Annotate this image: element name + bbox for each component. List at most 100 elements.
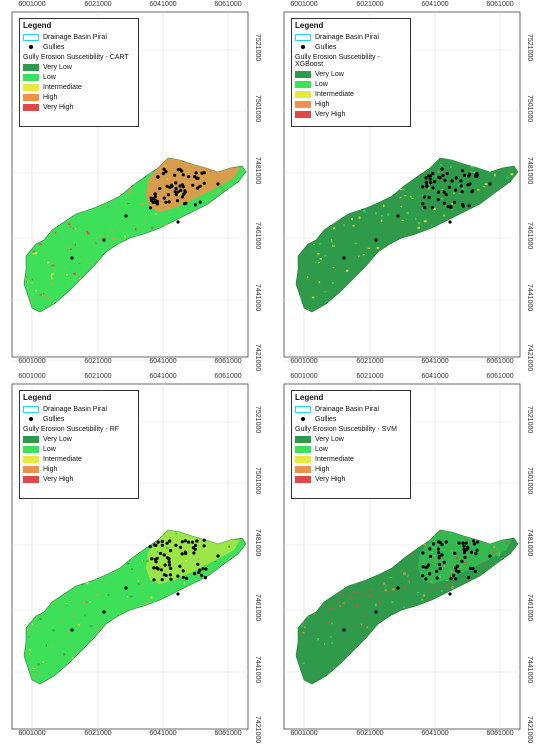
susceptibility-cell — [185, 549, 188, 552]
legend-class-row: Intermediate — [23, 454, 135, 464]
legend-class-label: High — [43, 93, 58, 101]
susceptibility-cell — [164, 165, 167, 167]
gully-point — [200, 573, 204, 577]
susceptibility-cell — [42, 661, 45, 663]
gully-point — [428, 177, 432, 181]
x-tick-label-bottom: 6001000 — [18, 730, 46, 737]
susceptibility-cell — [484, 183, 488, 186]
susceptibility-cell — [184, 560, 187, 562]
susceptibility-cell — [206, 568, 209, 570]
susceptibility-cell — [101, 625, 105, 627]
gully-point — [435, 569, 439, 573]
legend-class-label: Very Low — [43, 435, 72, 443]
susceptibility-cell — [428, 187, 430, 190]
susceptibility-cell — [213, 192, 217, 194]
legend-class-row: Very High — [295, 474, 407, 484]
x-tick-label-bottom: 6041000 — [421, 730, 449, 737]
gully-point — [152, 197, 156, 201]
susceptibility-cell — [318, 281, 321, 284]
x-tick-label-bottom: 6021000 — [356, 358, 384, 365]
susceptibility-cell — [353, 591, 356, 594]
basin-swatch — [23, 405, 39, 413]
map-legend: Legend Drainage Basin Piraí Gullies Gully E… — [19, 390, 139, 499]
x-tick-label-top: 6061000 — [214, 373, 242, 380]
gully-point — [471, 189, 475, 193]
gully-point — [374, 610, 378, 614]
x-tick-label-bottom: 6021000 — [84, 730, 112, 737]
susceptibility-cell — [451, 586, 454, 589]
class-swatch — [23, 455, 39, 463]
y-tick-label: 7461000 — [254, 594, 261, 622]
basin-area — [295, 529, 519, 685]
gully-point — [150, 557, 154, 561]
gully-point — [437, 175, 441, 179]
susceptibility-cell — [330, 241, 333, 243]
legend-class-label: Intermediate — [315, 455, 354, 463]
susceptibility-cell — [451, 203, 453, 205]
gully-point — [442, 190, 446, 194]
susceptibility-cell — [168, 182, 171, 184]
gully-point — [452, 200, 457, 204]
legend-class-label: Low — [43, 73, 56, 81]
susceptibility-cell — [459, 193, 462, 195]
x-tick-label-top: 6061000 — [486, 1, 514, 8]
legend-basin-row: Drainage Basin Piraí — [295, 32, 407, 42]
gully-point — [168, 539, 172, 543]
gully-point — [428, 554, 433, 558]
susceptibility-cell — [400, 206, 402, 208]
susceptibility-cell — [494, 173, 496, 177]
x-tick-label-bottom: 6061000 — [214, 358, 242, 365]
susceptibility-cell — [364, 593, 367, 595]
gully-point — [453, 551, 457, 555]
gully-point — [164, 573, 168, 578]
x-tick-label-top: 6001000 — [290, 373, 318, 380]
gully-point — [102, 610, 106, 614]
susceptibility-cell — [35, 289, 37, 292]
gully-point — [166, 193, 170, 197]
gully-point — [454, 566, 458, 570]
susceptibility-cell — [336, 599, 339, 602]
gully-point — [70, 628, 74, 632]
class-swatch — [295, 445, 311, 453]
susceptibility-cell — [367, 247, 371, 249]
gully-point — [180, 183, 184, 187]
gully-point — [448, 592, 452, 596]
susceptibility-cell — [505, 176, 509, 179]
gully-point — [183, 550, 188, 554]
susceptibility-cell — [65, 273, 69, 276]
gully-point — [445, 171, 449, 176]
high-susceptibility-zone — [146, 530, 240, 584]
x-tick-label-top: 6061000 — [486, 373, 514, 380]
susceptibility-cell — [462, 188, 465, 190]
susceptibility-cell — [451, 208, 453, 211]
gully-point — [466, 546, 470, 550]
gully-point — [187, 175, 191, 179]
gully-symbol — [23, 45, 39, 49]
gully-point — [168, 573, 172, 577]
gully-point — [444, 540, 448, 544]
gully-point — [176, 592, 180, 596]
gully-point — [167, 560, 171, 564]
susceptibility-cell — [31, 278, 34, 281]
susceptibility-cell — [42, 292, 45, 295]
gully-point — [424, 577, 428, 581]
susceptibility-cell — [70, 248, 72, 250]
susceptibility-cell — [182, 160, 185, 163]
susceptibility-cell — [45, 295, 48, 297]
susceptibility-cell — [311, 296, 315, 299]
legend-subtitle: Gully Erosion Suscetibility - RF — [23, 426, 120, 433]
susceptibility-cell — [465, 538, 468, 540]
legend-basin-label: Drainage Basin Piraí — [315, 33, 380, 41]
class-swatch — [295, 100, 311, 108]
gully-point — [472, 539, 476, 543]
legend-class-label: Very High — [43, 103, 74, 111]
x-tick-label-top: 6061000 — [214, 1, 242, 8]
susceptibility-cell — [141, 559, 143, 562]
legend-class-label: Intermediate — [43, 83, 82, 91]
susceptibility-cell — [357, 592, 360, 594]
class-swatch — [295, 465, 311, 473]
y-tick-label: 7481000 — [526, 157, 533, 185]
y-tick-label: 7521000 — [526, 406, 533, 434]
gully-point — [180, 540, 184, 544]
gully-point — [471, 566, 475, 571]
